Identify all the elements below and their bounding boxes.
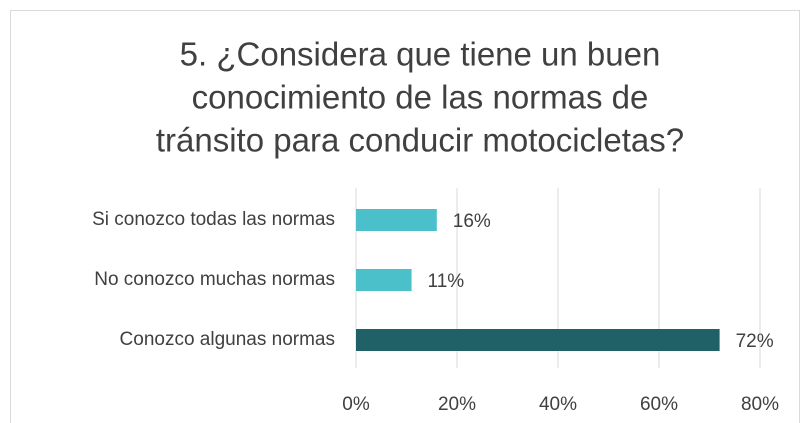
y-tick-label: Si conozco todas las normas: [92, 209, 335, 230]
y-tick-label: No conozco muchas normas: [94, 269, 335, 290]
chart-frame: [10, 10, 800, 423]
bar: [356, 209, 437, 231]
x-tick-label: 60%: [640, 394, 678, 415]
x-tick-label: 0%: [342, 394, 370, 415]
value-label: 16%: [453, 211, 491, 232]
x-tick-label: 80%: [741, 394, 779, 415]
bar: [356, 329, 720, 351]
chart-title: conocimiento de las normas de: [192, 79, 649, 116]
x-tick-label: 20%: [438, 394, 476, 415]
chart-title: 5. ¿Considera que tiene un buen: [180, 36, 661, 73]
value-label: 72%: [736, 331, 774, 352]
chart-title: tránsito para conducir motocicletas?: [156, 122, 684, 159]
x-tick-label: 40%: [539, 394, 577, 415]
value-label: 11%: [428, 271, 465, 292]
bar: [356, 269, 412, 291]
y-tick-label: Conozco algunas normas: [120, 329, 335, 350]
